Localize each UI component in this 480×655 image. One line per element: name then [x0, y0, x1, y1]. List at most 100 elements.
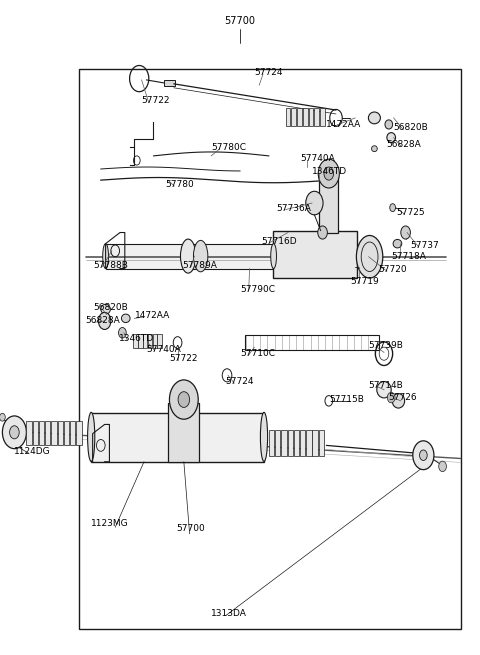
Circle shape: [318, 159, 339, 188]
Text: 56828A: 56828A: [85, 316, 120, 326]
Text: 57725: 57725: [396, 208, 425, 217]
Bar: [153, 334, 157, 348]
Ellipse shape: [180, 239, 196, 273]
Bar: [269, 430, 274, 456]
Text: 57710C: 57710C: [240, 349, 275, 358]
Text: 1346TD: 1346TD: [312, 167, 347, 176]
Ellipse shape: [387, 132, 396, 143]
Bar: [291, 108, 296, 126]
Text: 1346TD: 1346TD: [119, 334, 154, 343]
Bar: [273, 231, 357, 278]
Bar: [26, 421, 32, 445]
Text: 57740A: 57740A: [300, 154, 335, 163]
Circle shape: [413, 441, 434, 470]
Text: 57720: 57720: [378, 265, 407, 274]
Circle shape: [390, 204, 396, 212]
Circle shape: [401, 226, 410, 239]
Bar: [143, 334, 147, 348]
Bar: [300, 430, 305, 456]
Ellipse shape: [369, 112, 381, 124]
Bar: [64, 421, 69, 445]
Ellipse shape: [392, 394, 405, 408]
Text: 57739B: 57739B: [369, 341, 404, 350]
Text: 56828A: 56828A: [386, 140, 421, 149]
Text: 57722: 57722: [142, 96, 170, 105]
Text: 57722: 57722: [169, 354, 197, 364]
Ellipse shape: [356, 235, 383, 278]
Circle shape: [387, 392, 395, 403]
Bar: [70, 421, 75, 445]
Bar: [245, 335, 379, 350]
Ellipse shape: [377, 381, 391, 398]
Bar: [297, 108, 302, 126]
Ellipse shape: [260, 413, 268, 461]
Text: 57718A: 57718A: [391, 252, 426, 261]
Bar: [314, 108, 319, 126]
Circle shape: [324, 167, 334, 180]
Bar: [164, 80, 175, 86]
Bar: [288, 430, 293, 456]
Circle shape: [178, 392, 190, 407]
Ellipse shape: [372, 146, 377, 152]
Circle shape: [98, 312, 111, 329]
Bar: [309, 108, 313, 126]
Circle shape: [420, 450, 427, 460]
Circle shape: [439, 461, 446, 472]
Bar: [76, 421, 82, 445]
Text: 57789A: 57789A: [182, 261, 217, 270]
Bar: [286, 108, 290, 126]
Text: 57700: 57700: [177, 524, 205, 533]
Bar: [33, 421, 38, 445]
Text: 57714B: 57714B: [369, 381, 403, 390]
Bar: [306, 430, 312, 456]
Bar: [168, 403, 199, 462]
Text: 57737: 57737: [410, 241, 439, 250]
Text: 57724: 57724: [254, 67, 283, 77]
Bar: [281, 430, 287, 456]
Circle shape: [119, 328, 126, 338]
Text: 1472AA: 1472AA: [135, 311, 170, 320]
Text: 1313DA: 1313DA: [211, 609, 247, 618]
Circle shape: [2, 416, 26, 449]
Text: 1124DG: 1124DG: [14, 447, 51, 457]
Bar: [319, 430, 324, 456]
Ellipse shape: [103, 244, 108, 269]
Bar: [106, 244, 274, 269]
Text: 57780C: 57780C: [211, 143, 246, 152]
Text: 57715B: 57715B: [329, 395, 364, 404]
Ellipse shape: [385, 120, 393, 129]
Text: 57788B: 57788B: [94, 261, 129, 270]
Bar: [58, 421, 63, 445]
Text: 57790C: 57790C: [240, 285, 275, 294]
Bar: [320, 108, 325, 126]
Bar: [275, 430, 280, 456]
Circle shape: [0, 413, 5, 421]
Bar: [312, 430, 318, 456]
Text: 57700: 57700: [225, 16, 255, 26]
Text: 57724: 57724: [226, 377, 254, 386]
Ellipse shape: [271, 244, 276, 269]
Text: 57780: 57780: [166, 180, 194, 189]
Bar: [148, 334, 152, 348]
Ellipse shape: [393, 240, 402, 248]
Bar: [79, 69, 461, 629]
Text: 56820B: 56820B: [94, 303, 128, 312]
Bar: [303, 108, 308, 126]
Circle shape: [10, 426, 19, 439]
Text: 1472AA: 1472AA: [326, 120, 361, 129]
Text: 1123MG: 1123MG: [91, 519, 129, 529]
Circle shape: [318, 226, 327, 239]
Bar: [133, 334, 138, 348]
Text: 57716D: 57716D: [262, 236, 297, 246]
Bar: [157, 334, 162, 348]
Bar: [91, 413, 264, 462]
Circle shape: [306, 191, 323, 215]
Bar: [39, 421, 44, 445]
Text: 57726: 57726: [388, 393, 417, 402]
Circle shape: [169, 380, 198, 419]
Bar: [45, 421, 50, 445]
Bar: [319, 175, 338, 233]
Text: 56820B: 56820B: [394, 123, 428, 132]
Bar: [138, 334, 143, 348]
Ellipse shape: [88, 413, 95, 461]
